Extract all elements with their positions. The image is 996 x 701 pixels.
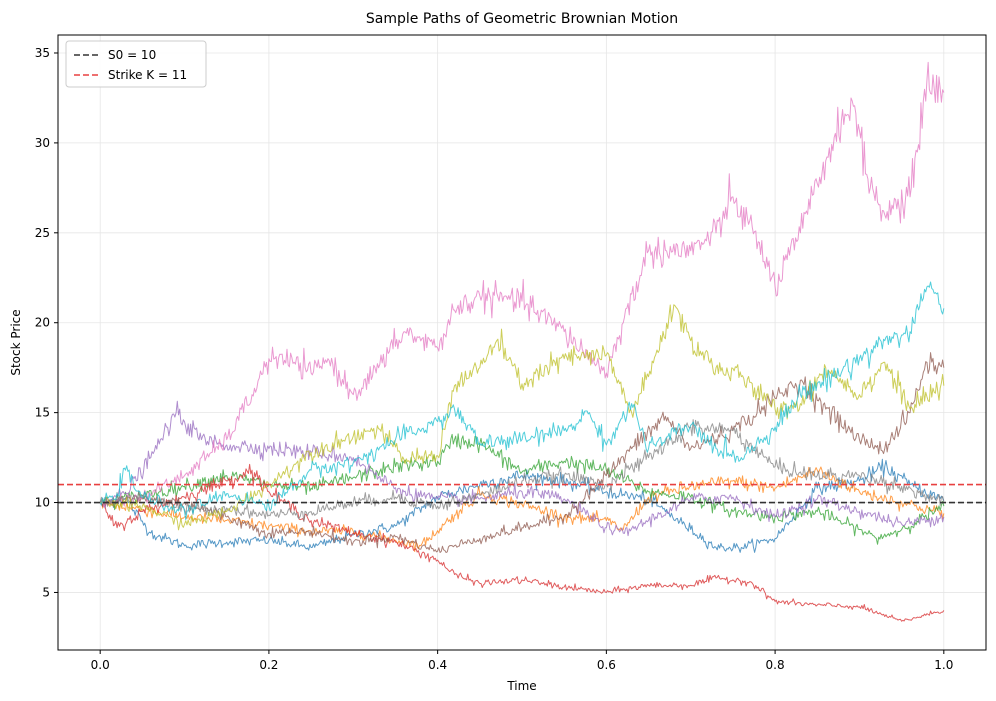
series-line-6 [99,352,945,554]
reference-lines [58,483,986,504]
x-tick-label: 0.6 [597,658,616,672]
y-tick-label: 35 [35,46,50,60]
series-line-5 [99,400,945,537]
y-axis-ticks: 5 10 15 20 25 30 35 [35,46,58,599]
y-axis-label: Stock Price [9,309,23,375]
y-tick-label: 15 [35,406,50,420]
series-lines [99,61,945,622]
x-tick-label: 0.0 [91,658,110,672]
x-axis-label: Time [506,679,536,693]
x-tick-label: 0.8 [766,658,785,672]
y-tick-label: 10 [35,496,50,510]
series-line-4 [99,463,945,622]
x-tick-label: 0.2 [259,658,278,672]
chart-title: Sample Paths of Geometric Brownian Motio… [366,11,678,27]
y-tick-label: 20 [35,316,50,330]
series-line-7 [99,61,945,508]
legend-entry-strike: Strike K = 11 [108,68,187,82]
x-tick-label: 0.4 [428,658,447,672]
series-line-2 [99,466,945,552]
y-tick-label: 25 [35,226,50,240]
x-tick-label: 1.0 [934,658,953,672]
plot-frame [57,34,987,651]
y-tick-label: 30 [35,136,50,150]
grid [58,35,986,650]
series-line-8 [99,419,945,523]
series-line-10 [99,281,945,521]
y-tick-label: 5 [42,585,50,599]
legend-entry-s0: S0 = 10 [108,48,156,62]
legend: S0 = 10 Strike K = 11 [65,40,207,88]
x-axis-ticks: 0.0 0.2 0.4 0.6 0.8 1.0 [91,650,953,672]
legend-box [65,40,207,88]
